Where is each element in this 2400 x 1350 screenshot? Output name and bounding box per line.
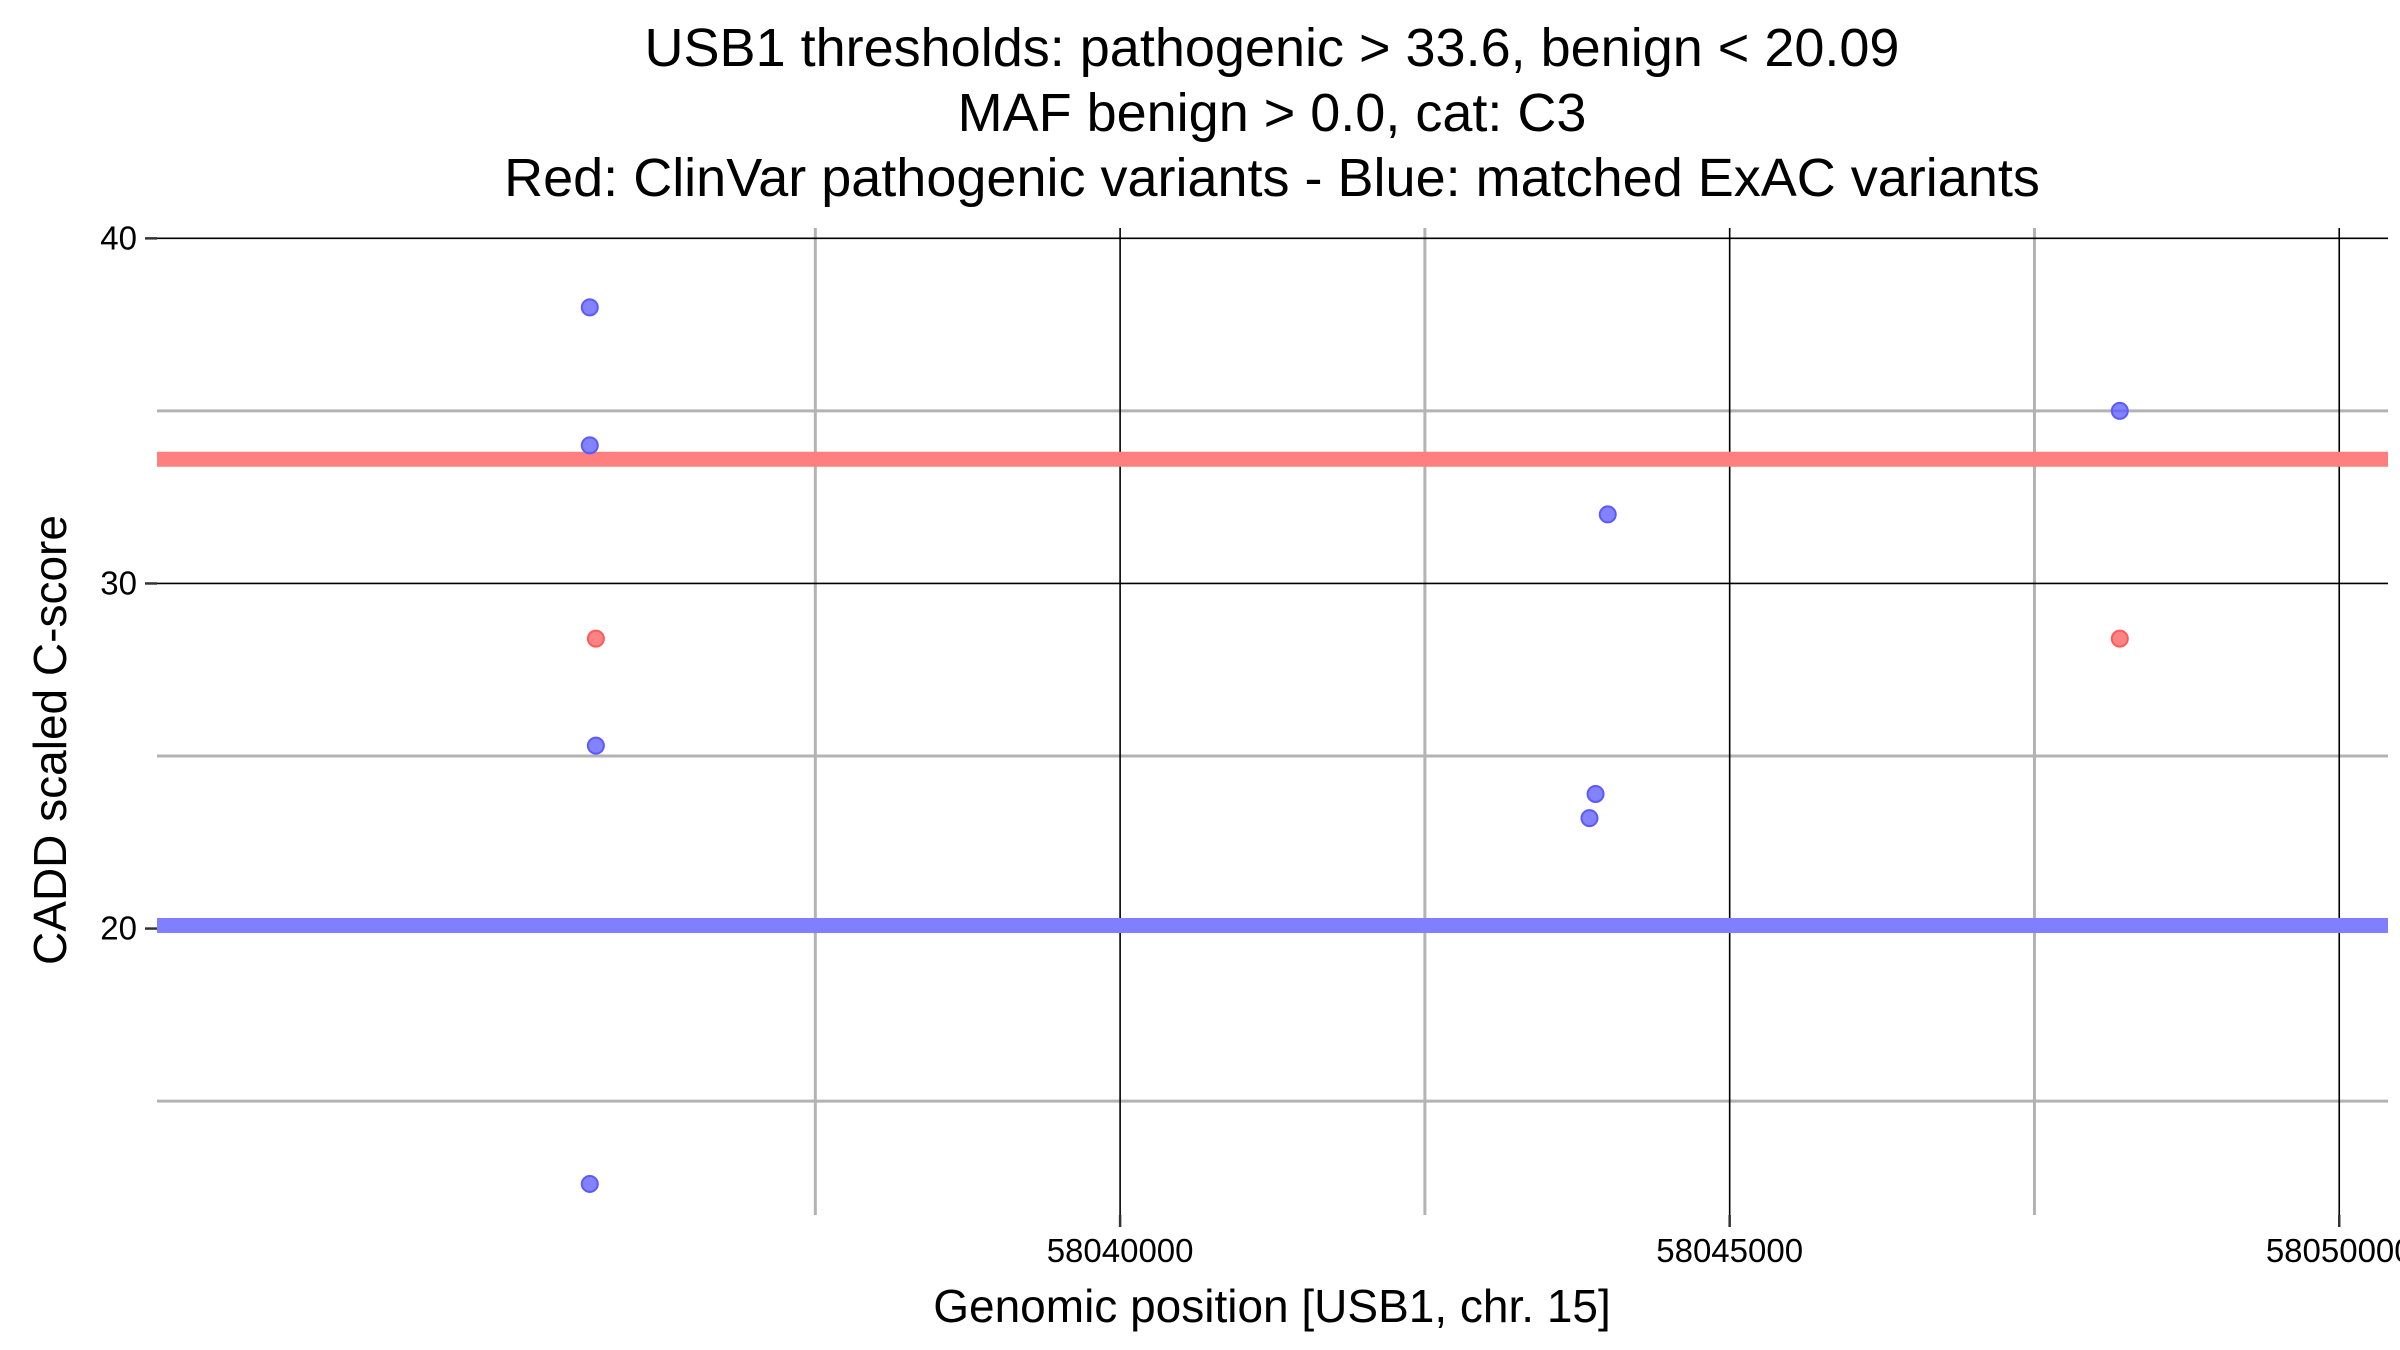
point-matched-exac-variants <box>2110 401 2129 420</box>
x-tick-label: 58040000 <box>1047 1232 1194 1269</box>
point-matched-exac-variants <box>586 736 605 755</box>
x-tick-label: 58050000 <box>2266 1232 2400 1269</box>
point-matched-exac-variants <box>580 1174 599 1193</box>
point-clinvar-pathogenic-variants <box>2110 629 2129 648</box>
chart-title: USB1 thresholds: pathogenic > 33.6, beni… <box>504 18 2040 208</box>
point-matched-exac-variants <box>580 298 599 317</box>
point-matched-exac-variants <box>1580 809 1599 828</box>
data-points <box>580 298 2129 1193</box>
y-tick-label: 30 <box>100 564 137 601</box>
point-matched-exac-variants <box>1598 505 1617 524</box>
title-line-1: USB1 thresholds: pathogenic > 33.6, beni… <box>645 18 1900 78</box>
y-tick-label: 40 <box>100 219 137 256</box>
title-line-3: Red: ClinVar pathogenic variants - Blue:… <box>504 148 2040 208</box>
axes: 20 30 40 58040000 58045000 58050000 <box>100 219 2400 1269</box>
point-matched-exac-variants <box>580 436 599 455</box>
threshold-lines <box>157 451 2388 933</box>
point-matched-exac-variants <box>1586 784 1605 803</box>
grid <box>157 228 2388 1215</box>
x-axis-title: Genomic position [USB1, chr. 15] <box>933 1280 1611 1332</box>
y-axis-title: CADD scaled C-score <box>24 515 76 965</box>
title-line-2: MAF benign > 0.0, cat: C3 <box>958 83 1587 143</box>
point-clinvar-pathogenic-variants <box>586 629 605 648</box>
x-tick-label: 58045000 <box>1656 1232 1803 1269</box>
y-tick-label: 20 <box>100 910 137 947</box>
